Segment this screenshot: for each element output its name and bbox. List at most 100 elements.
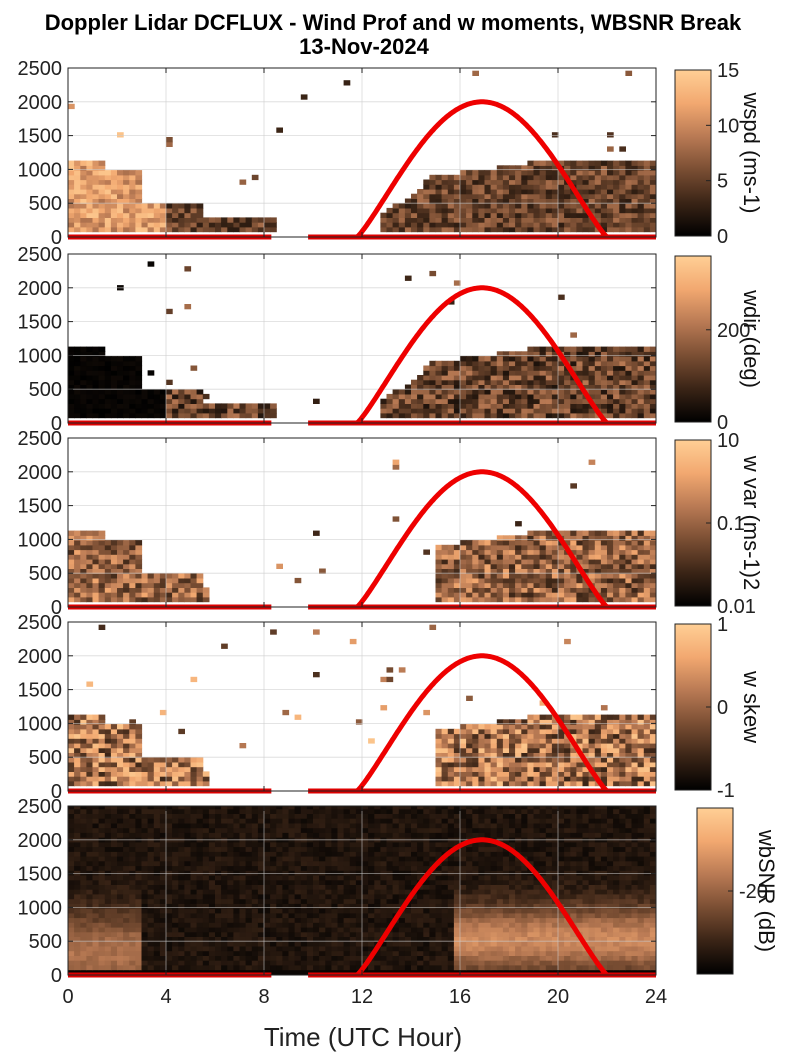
heatmap-cell [166,889,173,895]
heatmap-cell [276,841,283,848]
heatmap-cell [594,554,602,560]
heatmap-cell [104,724,112,730]
heatmap-cell [276,893,283,900]
heatmap-cell [153,203,161,209]
heatmap-cell [80,945,87,952]
heatmap-cell [594,747,602,753]
heatmap-cell [576,408,584,414]
heatmap-cell [110,922,118,928]
heatmap-cell [607,743,614,749]
heatmap-cell [484,198,492,204]
heatmap-cell [490,724,498,730]
heatmap-cell [92,941,100,947]
heatmap-cell [166,955,173,961]
heatmap-cell [196,592,204,598]
heatmap-cell [202,860,210,867]
heatmap-cell [92,179,100,185]
heatmap-cell [478,728,486,735]
heatmap-cell [484,577,492,584]
y-tick-label: 2000 [18,278,63,300]
heatmap-cell [466,724,473,730]
heatmap-cell [594,370,602,376]
heatmap-cell [631,389,639,395]
heatmap-cell [588,747,596,753]
heatmap-cell [172,841,179,848]
heatmap-cell [80,535,87,541]
heatmap-cell [123,738,130,744]
heatmap-cell [545,365,553,371]
heatmap-cell [227,403,234,409]
heatmap-cell [74,403,81,409]
heatmap-cell [233,226,241,233]
heatmap-cell [551,365,559,371]
heatmap-cell [147,226,155,233]
heatmap-cell [558,379,565,385]
heatmap-cell [68,165,75,171]
heatmap-cell [441,728,449,735]
heatmap-cell [533,393,541,400]
heatmap-cell [490,408,498,414]
heatmap-cell [227,856,234,862]
heatmap-cell [564,530,571,536]
heatmap-cell [551,217,559,223]
heatmap-cell [649,766,656,772]
heatmap-cell [582,193,590,199]
heatmap-cell [178,875,185,881]
heatmap-cell [453,544,461,551]
heatmap-cell [607,165,614,171]
heatmap-cell [190,960,198,966]
heatmap-cell [588,554,596,560]
heatmap-cell [264,856,271,862]
heatmap-cell [460,189,467,195]
heatmap-cell [521,179,528,185]
heatmap-cell [625,70,633,76]
heatmap-cell [270,412,277,419]
heatmap-cell [460,217,467,223]
colorbar-tick-label: 0.1 [717,513,745,535]
heatmap-cell [276,818,283,824]
heatmap-cell [74,203,81,209]
heatmap-cell [294,808,302,814]
heatmap-cell [631,403,639,409]
heatmap-cell [74,544,81,551]
heatmap-cell [110,776,118,782]
heatmap-cell [490,207,498,214]
heatmap-cell [153,865,161,871]
heatmap-cell [594,752,602,758]
heatmap-cell [576,719,584,725]
heatmap-cell [613,549,620,555]
heatmap-cell [539,346,547,352]
heatmap-cell [435,568,443,574]
heatmap-cell [178,893,185,900]
heatmap-cell [135,170,143,176]
heatmap-cell [509,752,516,758]
heatmap-cell [184,266,192,272]
heatmap-cell [86,592,94,598]
heatmap-cell [515,365,522,371]
heatmap-cell [490,780,498,787]
heatmap-cell [306,832,314,838]
heatmap-cell [527,761,535,768]
heatmap-cell [502,384,510,390]
heatmap-cell [460,733,467,739]
heatmap-cell [159,903,167,909]
heatmap-cell [313,889,320,895]
heatmap-cell [466,226,473,233]
heatmap-cell [441,733,449,739]
heatmap-cell [68,912,75,919]
heatmap-cell [637,771,645,777]
heatmap-cell [74,875,81,881]
heatmap-cell [239,846,247,852]
heatmap-cell [86,860,94,867]
heatmap-cell [423,370,430,376]
heatmap-cell [104,922,112,928]
heatmap-cell [490,184,498,190]
heatmap-cell [288,822,296,829]
heatmap-cell [117,875,124,881]
heatmap-cell [233,846,241,852]
heatmap-cell [74,950,81,956]
heatmap-cell [104,743,112,749]
heatmap-cell [521,365,528,371]
heatmap-cell [306,827,314,833]
heatmap-cell [564,761,571,768]
